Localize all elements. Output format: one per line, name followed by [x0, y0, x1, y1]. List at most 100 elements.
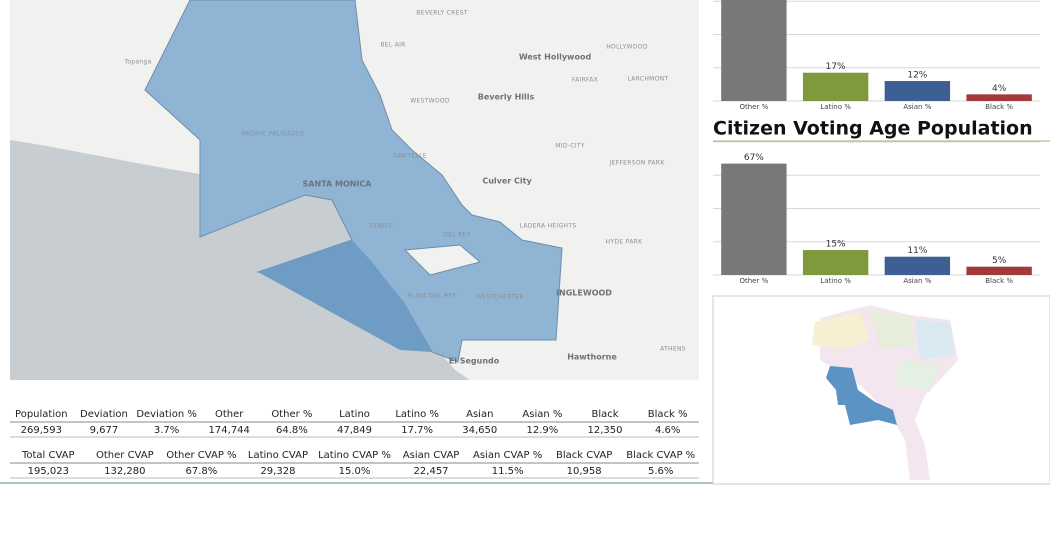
data-label: 12%: [907, 71, 927, 81]
map-label: SAWTELLE: [393, 153, 427, 160]
bar: [884, 81, 951, 101]
table-header: Asian CVAP %: [473, 450, 542, 461]
mini-region: [915, 320, 955, 360]
table-cell: 22,457: [414, 466, 449, 477]
map-label: PLAYA DEL REY: [407, 293, 456, 300]
map-label: MID-CITY: [555, 143, 584, 150]
map-label: Culver City: [482, 177, 532, 186]
table-header: Latino CVAP %: [318, 450, 391, 461]
table-cell: 67.8%: [185, 466, 217, 477]
table-cell: 269,593: [21, 425, 62, 436]
map-label: LARCHMONT: [628, 76, 669, 83]
bar: [721, 0, 787, 102]
bar: [802, 72, 869, 101]
table-header: Black: [592, 409, 619, 420]
map-label: West Hollywood: [519, 53, 592, 62]
map-label: PACIFIC PALISADES: [242, 131, 304, 138]
data-label: 4%: [992, 84, 1007, 94]
table-header: Asian: [466, 409, 493, 420]
data-label: 11%: [907, 246, 927, 256]
table-header: Other %: [271, 409, 312, 420]
map-label: FAIRFAX: [572, 77, 598, 84]
map-label: BEL AIR: [380, 42, 405, 49]
x-tick-label: Latino %: [820, 277, 851, 285]
table-cell: 5.6%: [648, 466, 673, 477]
map-label: Topanga: [123, 59, 151, 66]
table-cell: 12.9%: [527, 425, 559, 436]
table-header: Asian CVAP: [403, 450, 460, 461]
x-tick-label: Other %: [739, 277, 768, 285]
table-cell: 64.8%: [276, 425, 308, 436]
table-header: Other: [215, 409, 244, 420]
bar: [721, 163, 787, 275]
district: [144, 0, 563, 363]
map-label: ATHENS: [660, 346, 686, 353]
mini-district: [826, 366, 897, 425]
table-header: Black CVAP %: [626, 450, 695, 461]
table-cell: 29,328: [260, 466, 295, 477]
table-header: Other CVAP %: [166, 450, 236, 461]
mini-region: [895, 360, 940, 392]
map-label: HOLLYWOOD: [606, 44, 648, 51]
mini-region: [812, 312, 870, 350]
table-header: Latino %: [395, 409, 439, 420]
x-tick-label: Latino %: [820, 103, 851, 111]
table-header: Deviation: [80, 409, 128, 420]
table-header: Black %: [648, 409, 688, 420]
map-label: WESTCHESTER: [476, 294, 524, 301]
table-header: Black CVAP: [556, 450, 612, 461]
table-header: Other CVAP: [96, 450, 154, 461]
map-label: Hawthorne: [567, 353, 617, 362]
map-label: Beverly Hills: [478, 93, 535, 102]
map-label: HYDE PARK: [606, 239, 643, 246]
table-header: Latino CVAP: [248, 450, 308, 461]
mini-map: [812, 305, 958, 480]
table-cell: 17.7%: [401, 425, 433, 436]
table-cell: 34,650: [462, 425, 497, 436]
table-cell: 174,744: [209, 425, 250, 436]
x-tick-label: Black %: [985, 103, 1013, 111]
bar: [884, 256, 951, 275]
table-cell: 10,958: [567, 466, 602, 477]
table-header: Deviation %: [136, 409, 197, 420]
table-header: Total CVAP: [21, 450, 75, 461]
table-header: Population: [15, 409, 68, 420]
data-label: 15%: [826, 240, 846, 250]
x-tick-label: Black %: [985, 277, 1013, 285]
map-label: BEVERLY CREST: [416, 10, 468, 17]
district-ocean: [258, 240, 432, 352]
table-cell: 9,677: [90, 425, 119, 436]
map-label: LADERA HEIGHTS: [520, 223, 577, 230]
district-hole: [403, 244, 482, 276]
x-tick-label: Other %: [739, 103, 768, 111]
table-cell: 12,350: [588, 425, 623, 436]
x-tick-label: Asian %: [903, 277, 931, 285]
map-label: SANTA MONICA: [303, 180, 373, 189]
bar: [966, 94, 1032, 101]
table-header: Latino: [339, 409, 370, 420]
mini-region: [870, 310, 915, 350]
map-label: VENICE: [369, 223, 393, 230]
data-label: 5%: [992, 256, 1007, 266]
table-cell: 132,280: [104, 466, 145, 477]
map-label: WESTWOOD: [410, 98, 450, 105]
map-label: El Segundo: [449, 357, 500, 366]
map-label: JEFFERSON PARK: [609, 160, 666, 167]
table-cell: 11.5%: [492, 466, 524, 477]
bar: [802, 250, 869, 275]
bar: [966, 266, 1032, 275]
table-cell: 3.7%: [154, 425, 179, 436]
x-tick-label: Asian %: [903, 103, 931, 111]
data-label: 67%: [744, 153, 764, 163]
chart-title: Citizen Voting Age Population: [713, 118, 1033, 140]
map: [10, 0, 699, 380]
map-label: INGLEWOOD: [556, 289, 612, 298]
data-label: 17%: [826, 62, 846, 72]
table-cell: 4.6%: [655, 425, 680, 436]
table-cell: 47,849: [337, 425, 372, 436]
table-cell: 195,023: [28, 466, 69, 477]
map-label: DEL REY: [443, 232, 470, 239]
table-header: Asian %: [522, 409, 562, 420]
table-cell: 15.0%: [339, 466, 371, 477]
